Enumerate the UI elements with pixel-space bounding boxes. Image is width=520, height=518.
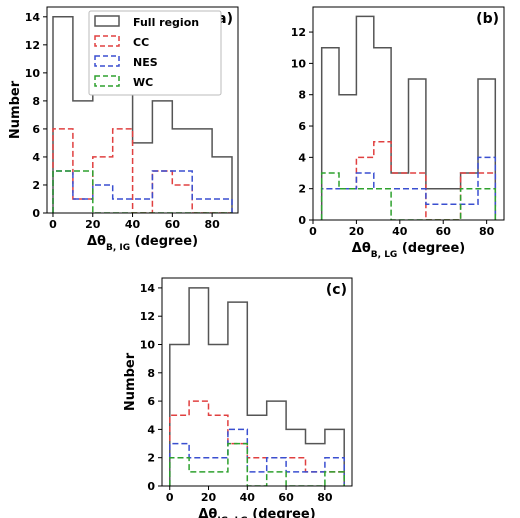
panel-label: (c)	[326, 282, 347, 298]
x-tick-label: 40	[125, 218, 141, 231]
x-axis-label: ΔθB, LG (degree)	[352, 241, 465, 260]
x-axis-label-main: Δθ	[198, 507, 217, 518]
series-full-region	[52, 16, 233, 213]
y-tick-label: 6	[32, 123, 40, 136]
y-tick-label: 12	[25, 39, 40, 52]
x-axis-label: ΔθIG, LG (degree)	[198, 507, 315, 518]
plot-frame	[161, 277, 353, 487]
series-nes	[320, 156, 497, 220]
y-tick-label: 0	[147, 480, 155, 493]
y-tick-label: 6	[147, 395, 155, 408]
y-tick-label: 8	[147, 367, 155, 380]
y-tick-label: 0	[32, 207, 40, 220]
x-tick-label: 40	[392, 225, 408, 238]
series-wc	[320, 172, 497, 220]
x-tick-label: 40	[240, 491, 256, 504]
series-full-region	[169, 287, 345, 486]
x-axis-label: ΔθB, IG (degree)	[87, 234, 198, 253]
y-tick-label: 6	[298, 120, 306, 133]
y-tick-label: 14	[140, 282, 156, 295]
y-tick-label: 10	[25, 67, 41, 80]
x-tick-label: 80	[317, 491, 333, 504]
plot-frame	[46, 6, 239, 214]
y-tick-label: 10	[291, 57, 307, 70]
legend-label: WC	[133, 76, 153, 89]
y-axis-label: Number	[8, 80, 23, 139]
panel-0: 0 20 40 60 80 0 2 4 6 8 10 12 14 ΔθB, IG (degree) Numb…	[8, 6, 239, 253]
legend-box	[88, 10, 222, 96]
y-tick-label: 0	[298, 214, 306, 227]
y-tick-label: 8	[32, 95, 40, 108]
x-tick-label: 80	[204, 218, 220, 231]
x-tick-label: 0	[166, 491, 174, 504]
x-tick-label: 0	[49, 218, 57, 231]
y-axis-label: Number	[123, 352, 138, 411]
y-tick-label: 12	[291, 26, 306, 39]
y-tick-label: 12	[140, 310, 155, 323]
y-tick-label: 2	[147, 452, 155, 465]
x-tick-label: 80	[479, 225, 495, 238]
series-wc	[169, 442, 345, 486]
y-tick-label: 10	[140, 339, 156, 352]
x-tick-label: 20	[201, 491, 217, 504]
x-tick-label: 0	[309, 225, 317, 238]
y-tick-label: 4	[298, 151, 306, 164]
series-wc	[52, 170, 232, 213]
panel-2: 0 20 40 60 80 0 2 4 6 8 10 12 14 ΔθIG, LG (degree) Num…	[123, 277, 353, 518]
series-full-region	[320, 15, 497, 220]
y-tick-label: 8	[298, 89, 306, 102]
series-nes	[169, 428, 345, 486]
legend-swatch	[94, 75, 120, 87]
x-axis-label-main: Δθ	[352, 241, 371, 256]
x-axis-label-main: Δθ	[87, 234, 106, 249]
x-axis-label-unit: (degree)	[248, 507, 316, 518]
x-axis-label-sub: B, LG	[371, 250, 398, 260]
panel-1: 0 20 40 60 80 0 2 4 6 8 10 12 ΔθB, LG (degree) (b)	[291, 6, 505, 260]
y-tick-label: 4	[147, 423, 155, 436]
x-axis-label-sub: B, IG	[106, 243, 130, 253]
panel-label: (b)	[476, 11, 499, 27]
y-tick-label: 2	[32, 179, 40, 192]
legend-swatch	[94, 15, 120, 27]
y-tick-label: 14	[25, 11, 41, 24]
x-axis-label-sub: IG, LG	[217, 516, 247, 518]
x-tick-label: 60	[165, 218, 181, 231]
series-nes	[52, 170, 233, 213]
x-tick-label: 20	[349, 225, 365, 238]
x-axis-label-unit: (degree)	[397, 241, 465, 256]
legend-swatch	[94, 35, 120, 47]
legend-label: CC	[133, 36, 149, 49]
x-tick-label: 60	[278, 491, 294, 504]
y-tick-label: 4	[32, 151, 40, 164]
x-tick-label: 20	[85, 218, 101, 231]
legend-label: NES	[133, 56, 158, 69]
x-axis-label-unit: (degree)	[130, 234, 198, 249]
legend-swatch	[94, 55, 120, 67]
plot-frame	[312, 6, 505, 221]
legend-label: Full region	[133, 16, 199, 29]
y-tick-label: 2	[298, 183, 306, 196]
x-tick-label: 60	[436, 225, 452, 238]
